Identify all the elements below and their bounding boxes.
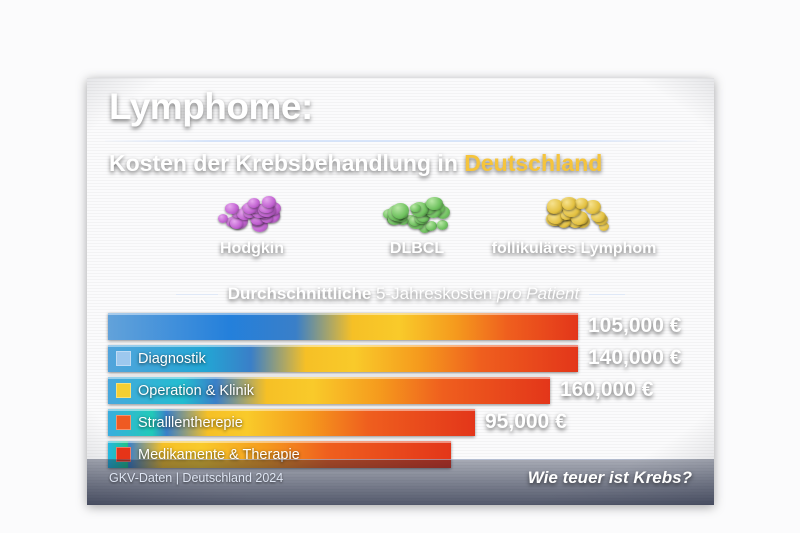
- section-header: Durchschnittliche 5-Jahreskosten pro Pat…: [87, 284, 714, 304]
- lymphoma-type-1: Hodgkin: [162, 190, 342, 258]
- cost-bar-chart: 105,000 € Diagnostik 140,000 € Operation & …: [108, 313, 698, 473]
- bar-top-highlight: [108, 345, 578, 347]
- subtitle: Kosten der Krebsbehandlung in Deutschlan…: [109, 150, 602, 177]
- cell-blob: [425, 220, 438, 232]
- cost-bar[interactable]: [108, 409, 475, 436]
- lymphoma-type-label: DLBCL: [389, 240, 445, 257]
- legend-swatch: [116, 383, 131, 398]
- cell-blob: [261, 196, 277, 209]
- lymphoma-type-2: DLBCL: [327, 190, 507, 258]
- bar-value-label: 105,000 €: [588, 314, 682, 337]
- title-divider: [105, 140, 697, 142]
- lymphoma-type-label: follikuläres Lymphom: [491, 240, 657, 257]
- legend-item-1[interactable]: Diagnostik: [116, 345, 206, 372]
- cell-cluster-icon: [484, 190, 664, 236]
- legend-item-4[interactable]: Medikamente & Therapie: [116, 441, 300, 468]
- section-italic: pro Patient: [497, 284, 580, 303]
- cell-blob: [247, 197, 260, 209]
- bar-top-highlight: [108, 441, 451, 443]
- cell-blob: [585, 200, 601, 215]
- cell-blob: [436, 220, 449, 230]
- bar-row: Operation & Klinik 160,000 €: [108, 377, 698, 404]
- legend-item-2[interactable]: Operation & Klinik: [116, 377, 254, 404]
- bar-row: Stralllentherepie 95,000 €: [108, 409, 698, 436]
- legend-item-3[interactable]: Stralllentherepie: [116, 409, 243, 436]
- cell-blob: [561, 198, 576, 210]
- bar-top-highlight: [108, 377, 550, 379]
- cost-bar[interactable]: [108, 377, 550, 404]
- page-title: Lymphome:: [109, 86, 313, 127]
- bar-top-highlight: [108, 313, 578, 315]
- subtitle-highlight: Deutschland: [464, 150, 603, 176]
- cell-blob: [547, 211, 565, 224]
- cell-blob: [391, 203, 410, 220]
- legend-swatch: [116, 351, 131, 366]
- legend-swatch: [116, 415, 131, 430]
- cell-blob: [418, 222, 432, 234]
- footer-tagline: Wie teuer ist Krebs?: [527, 468, 692, 487]
- cell-cluster-icon: [327, 190, 507, 236]
- bar-value-label: 140,000 €: [588, 346, 682, 369]
- cell-blob: [425, 197, 444, 210]
- cell-blob: [259, 202, 275, 214]
- bar-value-label: 95,000 €: [485, 410, 567, 433]
- cell-blob: [225, 203, 240, 214]
- footer-band: [87, 459, 714, 505]
- legend-swatch: [116, 447, 131, 462]
- subtitle-prefix: Kosten der Krebsbehandlung in: [109, 150, 465, 176]
- cell-cluster-icon: [162, 190, 342, 236]
- bar-value-label: 160,000 €: [560, 378, 654, 401]
- legend-label: Operation & Klinik: [138, 382, 255, 399]
- cost-bar[interactable]: [108, 345, 578, 372]
- lymphoma-type-row: Hodgkin DLBCL follikuläres Lymphom: [87, 190, 714, 268]
- cell-blob: [575, 198, 588, 209]
- bar-top-highlight: [108, 409, 475, 411]
- footer-source: GKV-Daten | Deutschland 2024: [109, 471, 284, 485]
- cost-bar[interactable]: [108, 313, 578, 340]
- section-rule-left: [175, 293, 218, 295]
- section-normal: 5-Jahreskosten: [371, 284, 498, 303]
- legend-label: Medikamente & Therapie: [138, 446, 300, 463]
- cell-blob: [417, 210, 431, 222]
- cell-blob: [591, 211, 606, 223]
- cell-blob: [230, 217, 244, 229]
- cell-blob: [598, 222, 609, 232]
- lymphoma-type-3: follikuläres Lymphom: [484, 190, 664, 258]
- legend-label: Diagnostik: [138, 350, 206, 367]
- infographic-panel: Lymphome: Kosten der Krebsbehandlung in …: [87, 78, 714, 505]
- bar-row: 105,000 €: [108, 313, 698, 340]
- section-header-label: Durchschnittliche 5-Jahreskosten pro Pat…: [228, 284, 580, 304]
- legend-label: Stralllentherepie: [138, 414, 243, 431]
- bar-row: Diagnostik 140,000 €: [108, 345, 698, 372]
- cell-blob: [546, 199, 563, 214]
- footer-divider: [105, 459, 697, 460]
- section-rule-right: [589, 293, 626, 295]
- section-bold: Durchschnittliche: [227, 284, 372, 303]
- cell-blob: [218, 214, 229, 224]
- cell-blob: [410, 204, 422, 213]
- lymphoma-type-label: Hodgkin: [220, 240, 284, 257]
